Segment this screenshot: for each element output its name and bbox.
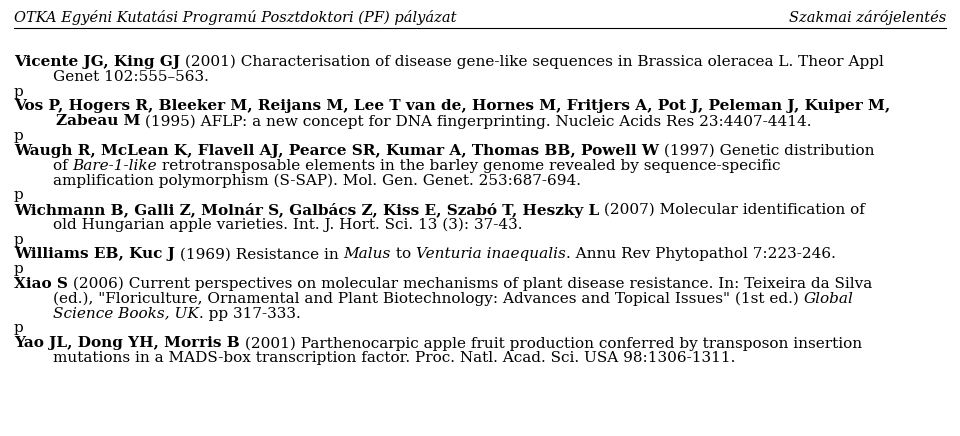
Text: amplification polymorphism (S-SAP). Mol. Gen. Genet. 253:687-694.: amplification polymorphism (S-SAP). Mol.… xyxy=(14,174,581,188)
Text: Vos P, Hogers R, Bleeker M, Reijans M, Lee T van de, Hornes M, Fritjers A, Pot J: Vos P, Hogers R, Bleeker M, Reijans M, L… xyxy=(14,99,890,113)
Text: Zabeau M: Zabeau M xyxy=(14,114,140,128)
Text: Williams EB, Kuc J: Williams EB, Kuc J xyxy=(14,247,175,262)
Text: Waugh R, McLean K, Flavell AJ, Pearce SR, Kumar A, Thomas BB, Powell W: Waugh R, McLean K, Flavell AJ, Pearce SR… xyxy=(14,144,659,158)
Text: . Annu Rev Phytopathol 7:223-246.: . Annu Rev Phytopathol 7:223-246. xyxy=(565,247,835,262)
Text: p: p xyxy=(14,321,24,335)
Text: p: p xyxy=(14,232,24,247)
Text: (1997) Genetic distribution: (1997) Genetic distribution xyxy=(659,144,875,158)
Text: Bare-1-like: Bare-1-like xyxy=(73,159,157,173)
Text: Xiao S: Xiao S xyxy=(14,277,68,291)
Text: Global: Global xyxy=(804,292,853,306)
Text: p: p xyxy=(14,188,24,202)
Text: (1995) AFLP: a new concept for DNA fingerprinting. Nucleic Acids Res 23:4407-441: (1995) AFLP: a new concept for DNA finge… xyxy=(140,114,812,129)
Text: of: of xyxy=(14,159,73,173)
Text: Wichmann B, Galli Z, Molnár S, Galbács Z, Kiss E, Szabó T, Heszky L: Wichmann B, Galli Z, Molnár S, Galbács Z… xyxy=(14,203,599,218)
Text: . pp 317-333.: . pp 317-333. xyxy=(199,307,300,320)
Text: mutations in a MADS-box transcription factor. Proc. Natl. Acad. Sci. USA 98:1306: mutations in a MADS-box transcription fa… xyxy=(14,351,735,365)
Text: to: to xyxy=(391,247,416,262)
Text: old Hungarian apple varieties. Int. J. Hort. Sci. 13 (3): 37-43.: old Hungarian apple varieties. Int. J. H… xyxy=(14,218,522,232)
Text: Malus: Malus xyxy=(344,247,391,262)
Text: Yao JL, Dong YH, Morris B: Yao JL, Dong YH, Morris B xyxy=(14,336,240,350)
Text: (2001) Parthenocarpic apple fruit production conferred by transposon insertion: (2001) Parthenocarpic apple fruit produc… xyxy=(240,336,862,351)
Text: (1969) Resistance in: (1969) Resistance in xyxy=(175,247,344,262)
Text: Venturia inaequalis: Venturia inaequalis xyxy=(416,247,565,262)
Text: (2007) Molecular identification of: (2007) Molecular identification of xyxy=(599,203,865,217)
Text: p: p xyxy=(14,129,24,143)
Text: Genet 102:555–563.: Genet 102:555–563. xyxy=(14,70,209,84)
Text: Szakmai zárójelentés: Szakmai zárójelentés xyxy=(789,10,946,25)
Text: p: p xyxy=(14,262,24,276)
Text: p: p xyxy=(14,85,24,99)
Text: (2001) Characterisation of disease gene-like sequences in Brassica oleracea L. T: (2001) Characterisation of disease gene-… xyxy=(180,55,884,69)
Text: retrotransposable elements in the barley genome revealed by sequence-specific: retrotransposable elements in the barley… xyxy=(157,159,780,173)
Text: (ed.), "Floriculture, Ornamental and Plant Biotechnology: Advances and Topical I: (ed.), "Floriculture, Ornamental and Pla… xyxy=(14,292,804,306)
Text: Science Books, UK: Science Books, UK xyxy=(53,307,199,320)
Text: Vicente JG, King GJ: Vicente JG, King GJ xyxy=(14,55,180,69)
Text: OTKA Egyéni Kutatási Programú Posztdoktori (PF) pályázat: OTKA Egyéni Kutatási Programú Posztdokto… xyxy=(14,10,457,25)
Text: (2006) Current perspectives on molecular mechanisms of plant disease resistance.: (2006) Current perspectives on molecular… xyxy=(68,277,872,291)
